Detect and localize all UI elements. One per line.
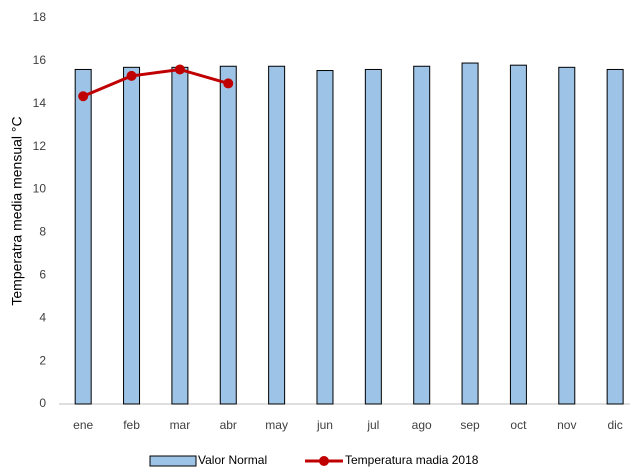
bar [123, 66, 141, 405]
legend-label: Valor Normal [198, 453, 267, 467]
x-tick-label: feb [123, 418, 140, 432]
line [82, 67, 229, 98]
line-marker [223, 78, 234, 89]
x-tick-label: jun [316, 418, 333, 432]
x-tick-label: abr [220, 418, 237, 432]
x-tick-label: ago [412, 418, 432, 432]
x-tick-label: may [265, 418, 288, 432]
y-tick-label: 6 [39, 268, 46, 282]
bar [74, 68, 92, 405]
y-tick-label: 8 [39, 225, 46, 239]
bar [268, 65, 286, 405]
x-tick-label: nov [557, 418, 576, 432]
x-tick-label: jul [366, 418, 379, 432]
y-tick-label: 14 [33, 96, 47, 110]
bar [558, 66, 576, 405]
y-tick-label: 18 [33, 10, 47, 24]
bar [606, 68, 624, 405]
x-tick-label: oct [510, 418, 527, 432]
x-tick-label: mar [170, 418, 191, 432]
bar [171, 66, 189, 405]
y-axis-label: Temperatra media mensual °C [9, 116, 25, 305]
bar [413, 65, 431, 405]
y-tick-label: 10 [33, 182, 47, 196]
legend-swatch [319, 456, 329, 466]
bar [461, 62, 479, 405]
y-tick-label: 12 [33, 139, 47, 153]
x-tick-label: ene [73, 418, 93, 432]
bar [364, 68, 382, 405]
bar [219, 65, 237, 405]
line-marker [126, 70, 137, 81]
y-tick-label: 16 [33, 53, 47, 67]
y-tick-label: 0 [39, 396, 46, 410]
bar [316, 70, 334, 405]
x-tick-label: sep [460, 418, 480, 432]
line-marker [174, 64, 185, 75]
bar [509, 64, 527, 405]
y-tick-label: 2 [39, 353, 46, 367]
y-tick-label: 4 [39, 310, 46, 324]
legend-label: Temperatura madia 2018 [345, 453, 479, 467]
legend-swatch [149, 455, 197, 467]
line-marker [78, 91, 89, 102]
x-tick-label: dic [607, 418, 622, 432]
